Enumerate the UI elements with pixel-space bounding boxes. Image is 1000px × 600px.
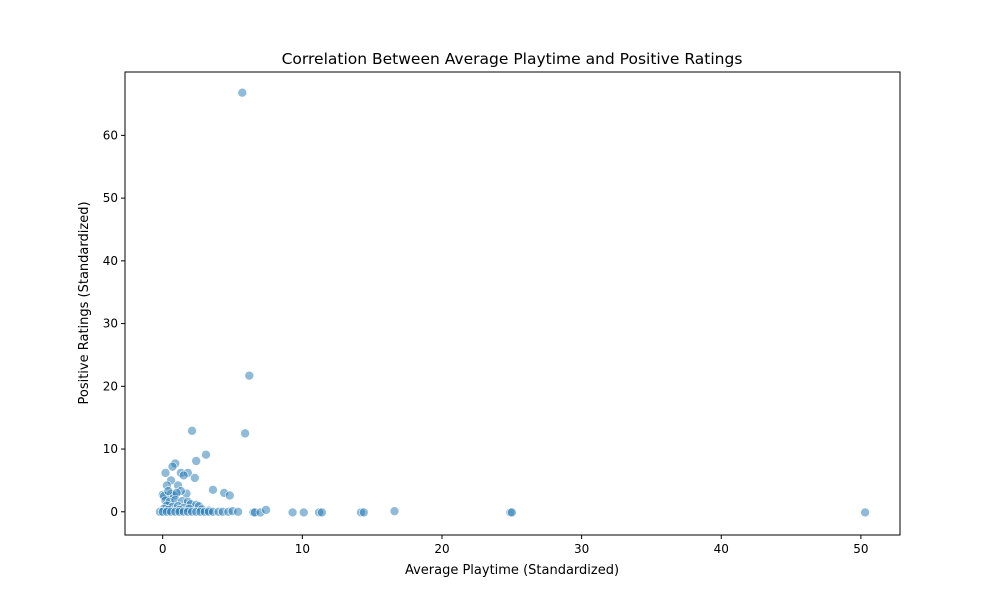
data-point [261,505,271,515]
plot-frame [124,71,901,536]
data-point [178,470,189,481]
y-tick-label: 0 [110,505,118,519]
x-tick-label: 20 [434,542,449,556]
data-point [240,428,250,439]
x-axis-label: Average Playtime (Standardized) [405,563,619,578]
data-point [298,507,309,518]
data-point [191,456,202,466]
x-tick-label: 0 [159,542,167,556]
y-tick-label: 20 [103,379,118,393]
y-tick-label: 40 [103,254,118,268]
ticks-layer: 0 10 20 30 40 50 0 10 20 30 40 50 60 [103,128,869,556]
points-layer [155,87,870,518]
chart-title: Correlation Between Average Playtime and… [282,50,743,68]
y-tick-label: 30 [103,317,118,331]
data-point [507,507,517,518]
x-tick-label: 10 [295,542,310,556]
y-axis-label: Positive Ratings (Standardized) [77,201,92,404]
data-point [167,461,178,472]
data-point [201,449,211,460]
x-tick-label: 40 [714,542,729,556]
x-tick-label: 30 [574,542,589,556]
data-point [190,473,200,483]
data-point [244,370,255,381]
y-tick-label: 50 [103,191,118,205]
y-tick-label: 10 [103,442,118,456]
data-point [163,486,174,496]
data-point [233,506,243,517]
data-point [358,507,369,518]
data-point [160,468,171,478]
data-point [287,507,298,518]
data-point [860,507,870,518]
data-point [187,426,197,436]
data-point [237,87,248,98]
x-tick-label: 50 [853,542,868,556]
data-point [224,490,235,501]
data-point [208,485,218,495]
data-point [389,506,400,516]
y-tick-label: 60 [103,128,118,142]
data-point [317,507,327,518]
